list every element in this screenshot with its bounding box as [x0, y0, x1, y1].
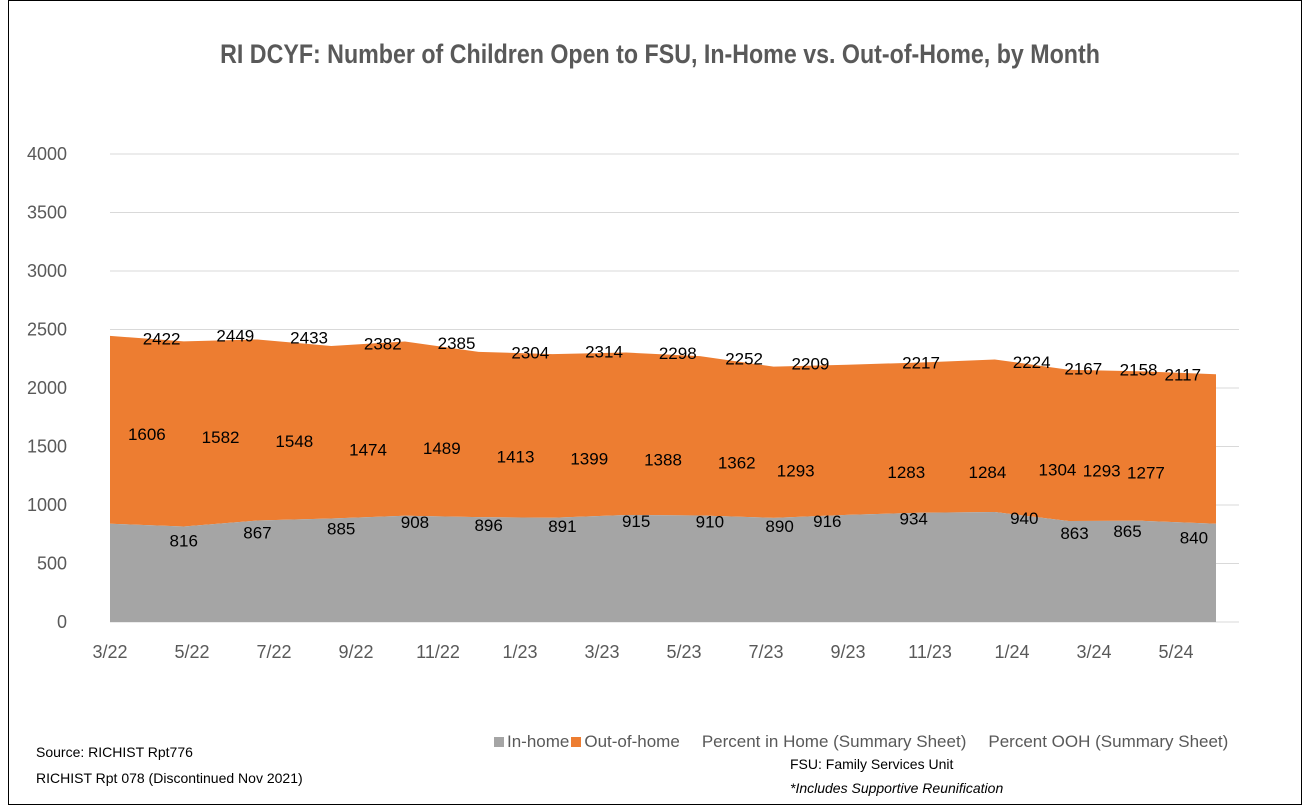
legend-item-out-of-home: Out-of-home [571, 732, 680, 752]
legend-item-percent-in-home: Percent in Home (Summary Sheet) [702, 732, 967, 752]
data-label-out-of-home: 1362 [718, 454, 756, 473]
data-label-total: 2298 [659, 344, 697, 363]
area-in-home [110, 512, 1216, 622]
data-label-out-of-home: 1413 [497, 448, 535, 467]
x-tick-label: 9/23 [830, 642, 865, 662]
data-label-out-of-home: 1548 [275, 432, 313, 451]
x-tick-label: 7/22 [256, 642, 291, 662]
x-tick-label: 5/22 [174, 642, 209, 662]
data-label-total: 2385 [438, 334, 476, 353]
data-label-in-home: 908 [401, 513, 429, 532]
y-tick-label: 1500 [27, 437, 67, 457]
data-label-total: 2209 [792, 355, 830, 374]
chart-legend: In-home Out-of-home Percent in Home (Sum… [494, 732, 1242, 752]
data-label-out-of-home: 1606 [128, 425, 166, 444]
data-label-total: 2158 [1120, 361, 1158, 380]
data-label-in-home: 865 [1113, 522, 1141, 541]
data-label-total: 2449 [216, 326, 254, 345]
data-label-out-of-home: 1277 [1127, 464, 1165, 483]
data-label-out-of-home: 1399 [570, 449, 608, 468]
data-label-total: 2433 [290, 328, 328, 347]
data-label-out-of-home: 1304 [1039, 460, 1077, 479]
data-label-out-of-home: 1284 [969, 463, 1007, 482]
x-tick-label: 11/23 [908, 642, 952, 662]
data-label-total: 2167 [1064, 359, 1102, 378]
data-label-out-of-home: 1293 [1083, 462, 1121, 481]
data-label-in-home: 916 [813, 512, 841, 531]
data-label-out-of-home: 1489 [423, 439, 461, 458]
data-label-total: 2117 [1165, 365, 1202, 384]
legend-label-in-home: In-home [507, 732, 570, 751]
data-label-out-of-home: 1474 [349, 441, 387, 460]
data-label-in-home: 867 [243, 524, 271, 543]
legend-label-out-of-home: Out-of-home [584, 732, 680, 751]
x-tick-label: 3/23 [584, 642, 619, 662]
data-label-total: 2224 [1013, 353, 1051, 372]
fsu-note: FSU: Family Services Unit [790, 756, 954, 772]
x-tick-label: 1/23 [502, 642, 537, 662]
data-label-out-of-home: 1293 [777, 462, 815, 481]
y-tick-label: 1000 [27, 495, 67, 515]
x-tick-label: 1/24 [994, 642, 1029, 662]
data-label-total: 2422 [143, 330, 181, 349]
data-label-in-home: 890 [765, 517, 793, 536]
data-label-total: 2314 [585, 342, 623, 361]
data-label-in-home: 915 [622, 512, 650, 531]
y-tick-label: 2000 [27, 378, 67, 398]
data-label-in-home: 896 [474, 516, 502, 535]
x-tick-label: 11/22 [416, 642, 460, 662]
area-series [110, 335, 1216, 622]
y-axis-ticks: 0 500 1000 1500 2000 2500 3000 3500 4000 [27, 144, 67, 632]
legend-item-in-home: In-home [494, 732, 569, 752]
y-tick-label: 3000 [27, 261, 67, 281]
y-tick-label: 0 [57, 612, 67, 632]
data-label-in-home: 891 [548, 517, 576, 536]
source-note-2: RICHIST Rpt 078 (Discontinued Nov 2021) [36, 770, 303, 786]
y-tick-label: 500 [37, 554, 67, 574]
legend-item-percent-ooh: Percent OOH (Summary Sheet) [988, 732, 1228, 752]
source-note: Source: RICHIST Rpt776 [36, 744, 193, 760]
data-label-total: 2304 [511, 343, 549, 362]
legend-swatch-out-of-home [571, 737, 582, 747]
chart-title: RI DCYF: Number of Children Open to FSU,… [220, 39, 1100, 69]
legend-swatch-in-home [494, 737, 504, 747]
y-tick-label: 4000 [27, 144, 67, 164]
data-label-out-of-home: 1388 [644, 451, 682, 470]
y-tick-label: 3500 [27, 203, 67, 223]
x-tick-label: 3/22 [92, 642, 127, 662]
legend-label-percent-in-home: Percent in Home (Summary Sheet) [701, 732, 967, 751]
data-label-in-home: 940 [1010, 509, 1038, 528]
data-label-in-home: 910 [696, 513, 724, 532]
data-label-in-home: 863 [1060, 524, 1088, 543]
x-tick-label: 3/24 [1076, 642, 1111, 662]
data-label-in-home: 840 [1180, 529, 1208, 548]
y-tick-label: 2500 [27, 320, 67, 340]
x-axis-ticks: 3/22 5/22 7/22 9/22 11/22 1/23 3/23 5/23 7/23 9/2… [92, 642, 1193, 662]
data-labels: 816 867 885 908 896 891 915 910 890 916 934 940 863 8… [128, 326, 1208, 550]
x-tick-label: 9/22 [338, 642, 373, 662]
area-out-of-home [110, 335, 1216, 527]
x-tick-label: 7/23 [748, 642, 783, 662]
data-label-in-home: 934 [900, 510, 928, 529]
legend-label-percent-ooh: Percent OOH (Summary Sheet) [988, 732, 1229, 751]
data-label-total: 2382 [364, 334, 402, 353]
data-label-out-of-home: 1283 [887, 463, 925, 482]
x-tick-label: 5/23 [666, 642, 701, 662]
data-label-total: 2252 [725, 350, 763, 369]
data-label-total: 2217 [902, 354, 940, 373]
data-label-in-home: 816 [170, 532, 198, 551]
data-label-in-home: 885 [327, 519, 355, 538]
data-label-out-of-home: 1582 [202, 428, 240, 447]
x-tick-label: 5/24 [1158, 642, 1193, 662]
supportive-reunification-note: *Includes Supportive Reunification [790, 780, 1004, 796]
